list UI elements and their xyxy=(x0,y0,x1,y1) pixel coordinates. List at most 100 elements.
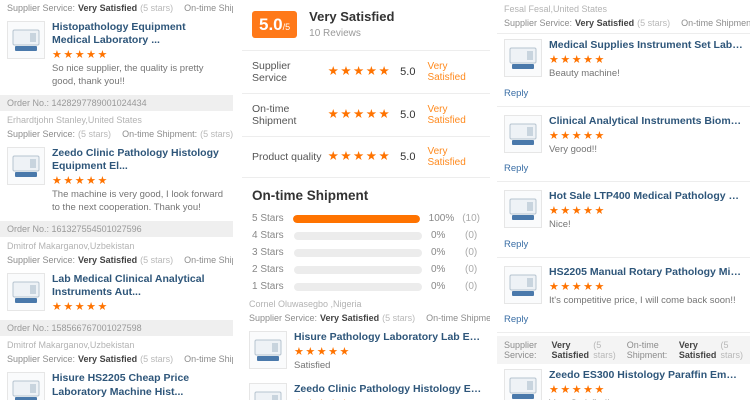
score-badge: 5.0/5 xyxy=(252,10,298,38)
star-rating: ★★★★★ xyxy=(327,107,392,122)
rating-score: 5.0 xyxy=(400,66,416,78)
review-item: Lab Medical Clinical Analytical Instrume… xyxy=(0,268,233,318)
supplier-service-label: Supplier Service: xyxy=(7,129,76,140)
reviewer-name: Dmitrof Makarganov,Uzbekistan xyxy=(7,340,135,351)
reply-link[interactable]: Reply xyxy=(504,314,529,326)
histogram-label: 3 Stars xyxy=(252,247,284,258)
histogram-percent: 100% xyxy=(428,213,455,224)
review-item: Histopathology Equipment Medical Laborat… xyxy=(0,16,233,93)
reply-link[interactable]: Reply xyxy=(504,238,529,250)
lab-machine-icon xyxy=(254,339,282,361)
review-text: Nice! xyxy=(549,219,571,231)
product-thumbnail[interactable] xyxy=(504,369,542,400)
product-thumbnail[interactable] xyxy=(7,273,45,312)
product-thumbnail[interactable] xyxy=(7,372,45,400)
histogram-percent: 0% xyxy=(431,264,446,275)
star-rating: ★★★★★ xyxy=(294,346,351,359)
lab-machine-icon xyxy=(509,198,537,221)
order-no-label: Order No.: xyxy=(7,323,50,334)
rating-meta-row: Supplier Service: Very Satisfied (5 star… xyxy=(497,15,750,34)
supplier-service-value: Very Satisfied xyxy=(78,354,138,365)
histogram-track xyxy=(293,214,420,223)
histogram-count: (0) xyxy=(465,247,478,258)
lab-machine-icon xyxy=(254,391,282,400)
reviewer-name: Cornel Oluwasegbo ,Nigeria xyxy=(249,299,362,309)
supplier-service-value: Very Satisfied xyxy=(78,255,138,266)
score-value: 5.0 xyxy=(259,14,283,34)
lab-machine-icon xyxy=(509,274,537,296)
supplier-service-label: Supplier Service: xyxy=(7,3,76,13)
review-block: Zeedo ES300 Histology Paraffin Embedded … xyxy=(497,364,750,400)
histogram-count: (10) xyxy=(462,213,480,224)
stars-note: (5 stars) xyxy=(382,313,416,323)
stars-note: (5 stars) xyxy=(637,18,671,28)
ontime-shipment-label: On-time Shipment: xyxy=(426,313,490,323)
product-title-link[interactable]: Hot Sale LTP400 Medical Pathology Double… xyxy=(549,190,743,203)
lab-machine-icon xyxy=(12,380,40,400)
supplier-service-label: Supplier Service: xyxy=(504,18,573,28)
histogram-percent: 0% xyxy=(431,230,446,241)
left-reviews-panel: Supplier Service: Very Satisfied (5 star… xyxy=(0,0,233,400)
star-rating: ★★★★★ xyxy=(327,149,392,164)
histogram-label: 4 Stars xyxy=(252,230,284,241)
star-rating: ★★★★★ xyxy=(549,54,606,67)
product-title-link[interactable]: Hisure Pathology Laboratory Lab Equipmen… xyxy=(294,331,483,343)
review-item: Zeedo ES300 Histology Paraffin Embedded … xyxy=(497,364,750,400)
histogram-count: (0) xyxy=(465,264,478,275)
order-number-bar: Order No.: 158566767001027598 xyxy=(0,320,233,337)
supplier-service-value: Very Satisfied xyxy=(78,3,138,13)
star-rating: ★★★★★ xyxy=(549,280,606,293)
product-thumbnail[interactable] xyxy=(249,382,287,400)
histogram-track xyxy=(294,282,422,291)
supplier-service-label: Supplier Service: xyxy=(504,340,538,361)
review-item: HS2205 Manual Rotary Pathology Microtome… xyxy=(497,261,750,313)
rating-summary-panel: 5.0/5 Very Satisfied 10 Reviews Supplier… xyxy=(242,0,490,400)
review-text: So nice supplier, the quality is pretty … xyxy=(52,63,204,87)
rating-score: 5.0 xyxy=(400,151,416,163)
product-title-link[interactable]: Lab Medical Clinical Analytical Instrume… xyxy=(52,273,205,299)
rating-meta-row: Supplier Service: Very Satisfied (5 star… xyxy=(0,0,233,16)
order-number-bar: Order No.: 161327554501027596 xyxy=(0,221,233,238)
stars-note: (5 stars) xyxy=(720,340,743,361)
reply-link[interactable]: Reply xyxy=(504,87,529,99)
reply-link[interactable]: Reply xyxy=(504,163,529,175)
product-title-link[interactable]: Histopathology Equipment Medical Laborat… xyxy=(52,21,186,47)
histogram-percent: 0% xyxy=(431,247,446,258)
product-title-link[interactable]: Zeedo Clinic Pathology Histology Equipme… xyxy=(294,382,483,395)
review-block: Hot Sale LTP400 Medical Pathology Double… xyxy=(497,185,750,258)
product-title-link[interactable]: Medical Supplies Instrument Set Laborato… xyxy=(549,39,743,51)
product-title-link[interactable]: Zeedo ES300 Histology Paraffin Embedded … xyxy=(549,369,743,382)
histogram-row-5-stars: 5 Stars 100% (10) xyxy=(242,210,490,227)
rating-row-supplier-service: Supplier Service ★★★★★ 5.0 Very Satisfie… xyxy=(242,50,490,93)
star-rating: ★★★★★ xyxy=(549,384,606,397)
review-item: Hisure Pathology Laboratory Lab Equipmen… xyxy=(242,326,490,378)
lab-machine-icon xyxy=(509,377,537,400)
lab-machine-icon xyxy=(509,47,537,69)
supplier-service-value: Very Satisfied xyxy=(320,313,380,323)
histogram-title: On-time Shipment xyxy=(242,177,490,210)
product-title-link[interactable]: Zeedo Clinic Pathology Histology Equipme… xyxy=(52,147,219,173)
supplier-service-value: Very Satisfied xyxy=(551,340,590,361)
product-title-link[interactable]: Clinical Analytical Instruments Biomedic… xyxy=(549,114,743,127)
star-rating: ★★★★★ xyxy=(549,129,606,142)
product-thumbnail[interactable] xyxy=(7,147,45,186)
score-suffix: /5 xyxy=(282,21,291,32)
product-thumbnail[interactable] xyxy=(249,331,287,369)
product-thumbnail[interactable] xyxy=(504,114,542,153)
product-thumbnail[interactable] xyxy=(504,265,542,304)
review-text: Satisfied xyxy=(294,360,331,372)
ontime-shipment-label: On-time Shipment: xyxy=(184,255,233,266)
histogram-row-3-stars: 3 Stars 0% (0) xyxy=(242,244,490,261)
product-thumbnail[interactable] xyxy=(7,21,45,59)
star-rating: ★★★★★ xyxy=(294,398,483,400)
product-title-link[interactable]: HS2205 Manual Rotary Pathology Microtome… xyxy=(549,265,743,278)
order-no-value: 158566767001027598 xyxy=(51,323,142,334)
ontime-shipment-value: Very Satisfied xyxy=(678,340,717,361)
product-thumbnail[interactable] xyxy=(504,190,542,229)
score-summary-text: Very Satisfied 10 Reviews xyxy=(309,9,394,39)
score-label: Very Satisfied xyxy=(309,9,395,24)
product-thumbnail[interactable] xyxy=(504,39,542,77)
product-title-link[interactable]: Hisure HS2205 Cheap Price Laboratory Mac… xyxy=(52,372,190,398)
star-rating: ★★★★★ xyxy=(52,301,109,314)
histogram-bar xyxy=(293,214,420,223)
